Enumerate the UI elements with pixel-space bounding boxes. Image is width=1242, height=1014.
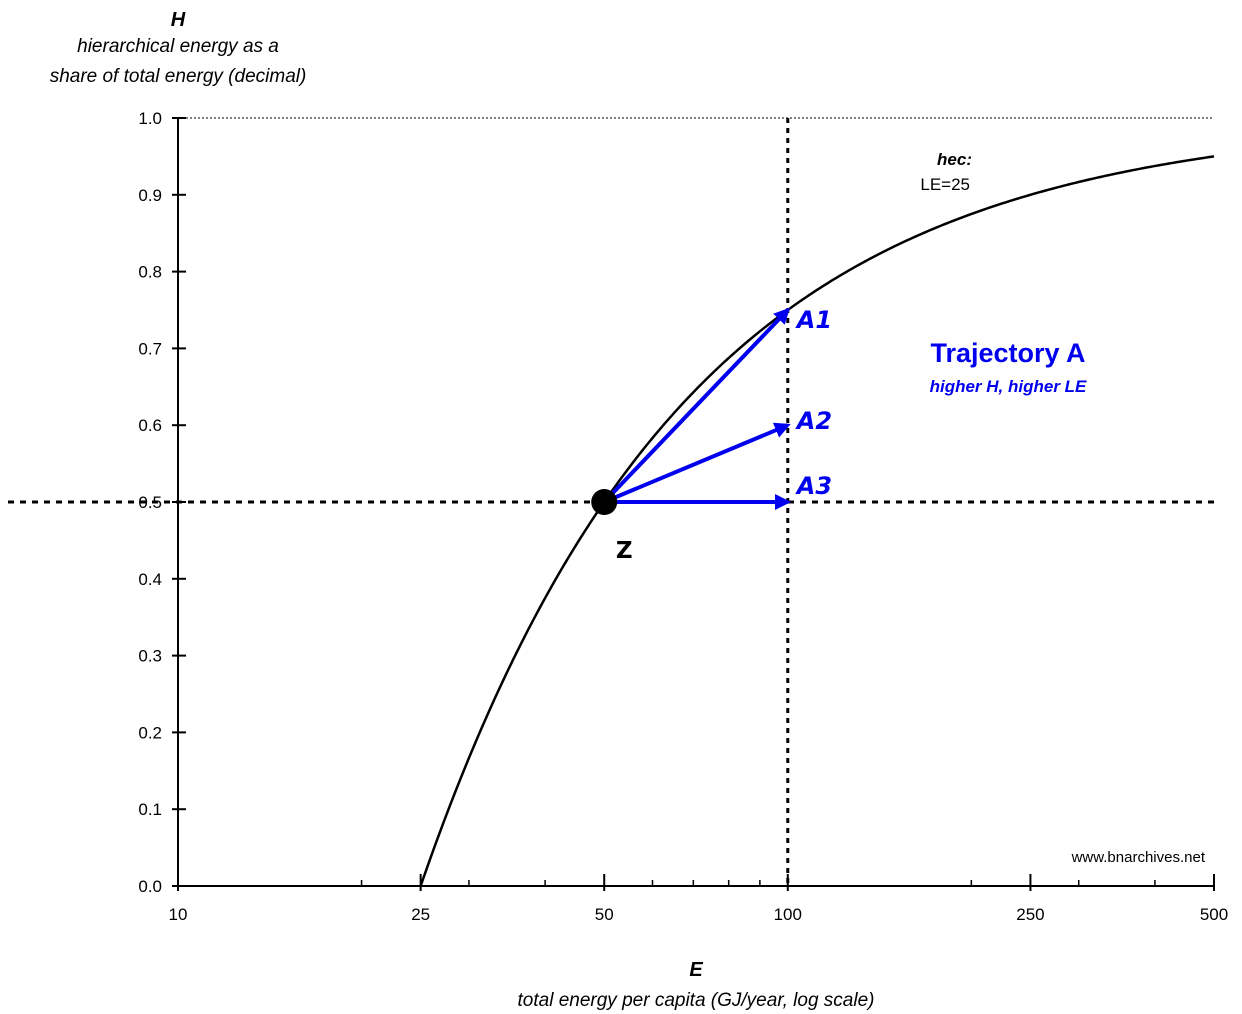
trajectory-subtitle: higher H, higher LE	[930, 377, 1087, 396]
x-axis-label: total energy per capita (GJ/year, log sc…	[518, 990, 875, 1011]
watermark: www.bnarchives.net	[1071, 849, 1206, 866]
x-tick-label: 100	[774, 905, 802, 924]
y-tick-label: 0.8	[138, 263, 162, 282]
y-tick-label: 0.5	[138, 493, 162, 512]
arrow-label-a1: A1	[795, 306, 832, 334]
y-tick-label: 0.0	[138, 877, 162, 896]
y-tick-label: 0.7	[138, 339, 162, 358]
point-z	[591, 489, 618, 515]
y-tick-label: 0.6	[138, 416, 162, 435]
x-tick-label: 50	[595, 905, 614, 924]
x-tick-label: 250	[1016, 905, 1044, 924]
curve-label-value: LE=25	[920, 175, 970, 194]
curve-label-name: hec:	[937, 150, 972, 169]
y-axis-symbol: H	[171, 9, 186, 31]
y-axis-label-line1: hierarchical energy as a	[77, 36, 279, 57]
y-tick-label: 0.4	[138, 570, 162, 589]
trajectory-title: Trajectory A	[930, 338, 1085, 368]
arrow-label-a3: A3	[795, 472, 832, 500]
y-tick-label: 0.1	[138, 800, 162, 819]
x-tick-label: 25	[411, 905, 430, 924]
y-axis-label-line2: share of total energy (decimal)	[50, 66, 307, 87]
x-axis-symbol: E	[689, 959, 703, 981]
arrow-a2	[603, 422, 791, 504]
y-tick-label: 1.0	[138, 109, 162, 128]
y-tick-label: 0.2	[138, 723, 162, 742]
arrow-label-a2: A2	[795, 407, 832, 435]
arrow-a1	[602, 307, 790, 504]
point-z-label: Z	[616, 538, 633, 564]
x-tick-label: 10	[169, 905, 188, 924]
x-tick-label: 500	[1200, 905, 1228, 924]
hec-curve	[419, 155, 1215, 887]
y-tick-label: 0.3	[138, 647, 162, 666]
y-tick-label: 0.9	[138, 186, 162, 205]
